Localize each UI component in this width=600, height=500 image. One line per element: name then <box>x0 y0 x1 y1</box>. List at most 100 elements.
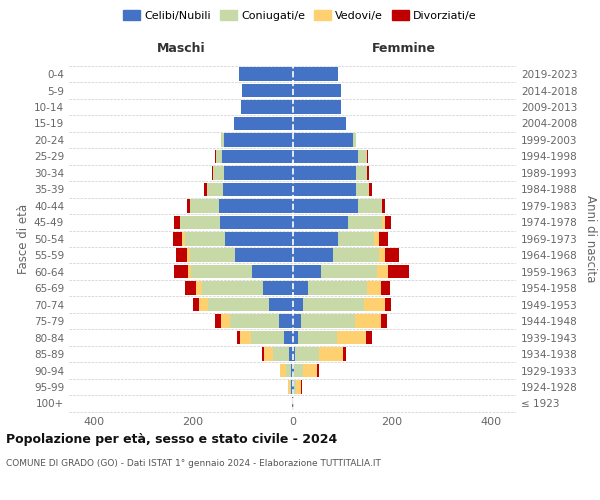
Bar <box>385 248 399 262</box>
Bar <box>292 396 293 410</box>
Bar <box>293 314 301 328</box>
Bar <box>366 331 372 344</box>
Bar <box>182 232 185 245</box>
Bar <box>263 282 293 295</box>
Bar <box>174 216 180 229</box>
Bar <box>262 348 263 361</box>
Bar <box>294 380 296 394</box>
Bar <box>385 298 391 312</box>
Bar <box>370 182 373 196</box>
Bar <box>230 314 278 328</box>
Bar <box>293 84 341 98</box>
Bar <box>298 331 337 344</box>
Bar <box>239 68 293 81</box>
Bar <box>202 282 263 295</box>
Bar <box>278 314 293 328</box>
Bar <box>241 331 251 344</box>
Bar <box>379 232 388 245</box>
Bar <box>338 232 374 245</box>
Bar <box>293 380 294 394</box>
Bar <box>374 232 379 245</box>
Bar <box>173 232 182 245</box>
Bar <box>293 199 358 212</box>
Bar <box>207 182 223 196</box>
Bar <box>295 348 319 361</box>
Bar <box>382 199 385 212</box>
Bar <box>381 282 390 295</box>
Bar <box>176 248 187 262</box>
Bar <box>215 314 221 328</box>
Bar <box>293 396 295 410</box>
Bar <box>293 232 338 245</box>
Bar <box>333 248 379 262</box>
Bar <box>241 100 293 114</box>
Bar <box>180 216 220 229</box>
Bar <box>222 150 293 163</box>
Bar <box>367 150 368 163</box>
Bar <box>185 282 196 295</box>
Bar <box>293 68 338 81</box>
Bar <box>199 298 208 312</box>
Bar <box>319 348 343 361</box>
Bar <box>293 248 333 262</box>
Bar <box>293 282 308 295</box>
Bar <box>293 331 298 344</box>
Bar <box>187 248 190 262</box>
Bar <box>337 331 366 344</box>
Bar <box>367 166 369 179</box>
Bar <box>263 348 272 361</box>
Bar <box>293 364 295 378</box>
Bar <box>269 298 293 312</box>
Bar <box>212 166 213 179</box>
Bar <box>221 314 230 328</box>
Text: COMUNE DI GRADO (GO) - Dati ISTAT 1° gennaio 2024 - Elaborazione TUTTITALIA.IT: COMUNE DI GRADO (GO) - Dati ISTAT 1° gen… <box>6 459 381 468</box>
Y-axis label: Fasce di età: Fasce di età <box>17 204 30 274</box>
Bar <box>208 298 269 312</box>
Bar <box>388 265 409 278</box>
Bar <box>224 133 293 146</box>
Bar <box>216 150 222 163</box>
Bar <box>296 380 301 394</box>
Bar <box>219 199 293 212</box>
Bar <box>187 199 190 212</box>
Bar <box>234 116 293 130</box>
Bar <box>286 364 290 378</box>
Bar <box>343 348 346 361</box>
Bar <box>304 298 364 312</box>
Bar <box>353 133 356 146</box>
Bar <box>223 182 293 196</box>
Bar <box>287 380 290 394</box>
Bar <box>235 248 293 262</box>
Bar <box>290 380 291 394</box>
Text: Femmine: Femmine <box>372 42 436 55</box>
Bar <box>291 380 293 394</box>
Bar <box>308 282 367 295</box>
Bar <box>191 265 252 278</box>
Bar <box>304 364 317 378</box>
Bar <box>293 265 322 278</box>
Bar <box>356 166 367 179</box>
Bar <box>284 331 293 344</box>
Bar <box>379 248 385 262</box>
Bar <box>213 166 224 179</box>
Bar <box>385 216 391 229</box>
Bar <box>382 216 385 229</box>
Bar <box>364 298 385 312</box>
Bar <box>381 314 387 328</box>
Bar <box>293 348 295 361</box>
Bar <box>289 348 293 361</box>
Bar <box>293 166 356 179</box>
Bar <box>356 182 370 196</box>
Bar <box>293 298 304 312</box>
Bar <box>301 380 302 394</box>
Bar <box>301 314 355 328</box>
Bar <box>293 100 341 114</box>
Bar <box>226 232 293 245</box>
Bar <box>190 199 219 212</box>
Bar <box>293 150 358 163</box>
Bar <box>293 116 346 130</box>
Legend: Celibi/Nubili, Coniugati/e, Vedovi/e, Divorziati/e: Celibi/Nubili, Coniugati/e, Vedovi/e, Di… <box>119 6 481 25</box>
Bar <box>242 84 293 98</box>
Bar <box>252 265 293 278</box>
Bar <box>322 265 377 278</box>
